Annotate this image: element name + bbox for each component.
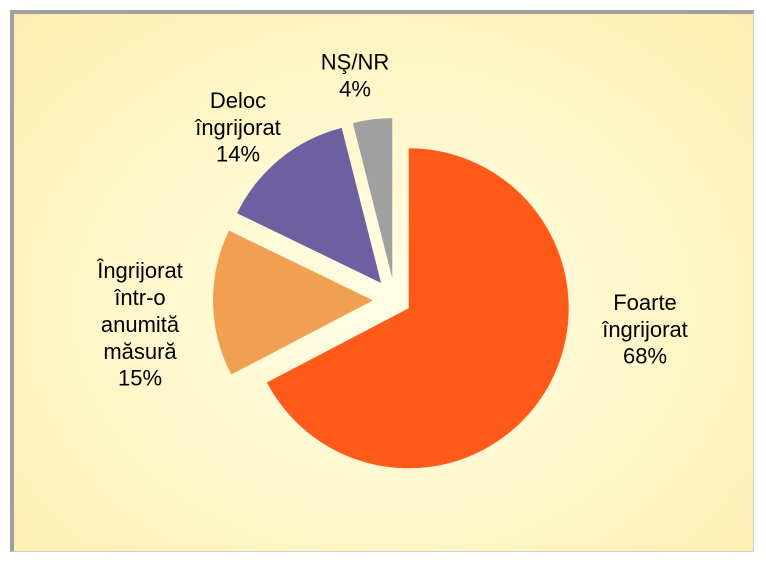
- slice-label: Îngrijorat într-o anumită măsură: [97, 257, 183, 364]
- slice-value: 14%: [215, 141, 261, 167]
- pie-slice: [213, 230, 374, 375]
- pie-slice: [352, 118, 393, 279]
- slice-label: NŞ/NR: [320, 49, 390, 75]
- pie-slice: [237, 127, 382, 283]
- slice-value: 15%: [117, 365, 163, 391]
- slice-label: Deloc îngrijorat: [195, 87, 281, 140]
- slice-label: Foarte îngrijorat: [602, 289, 688, 342]
- pie-slice: [266, 148, 569, 469]
- slice-value: 68%: [622, 343, 668, 369]
- slice-value: 4%: [339, 76, 371, 102]
